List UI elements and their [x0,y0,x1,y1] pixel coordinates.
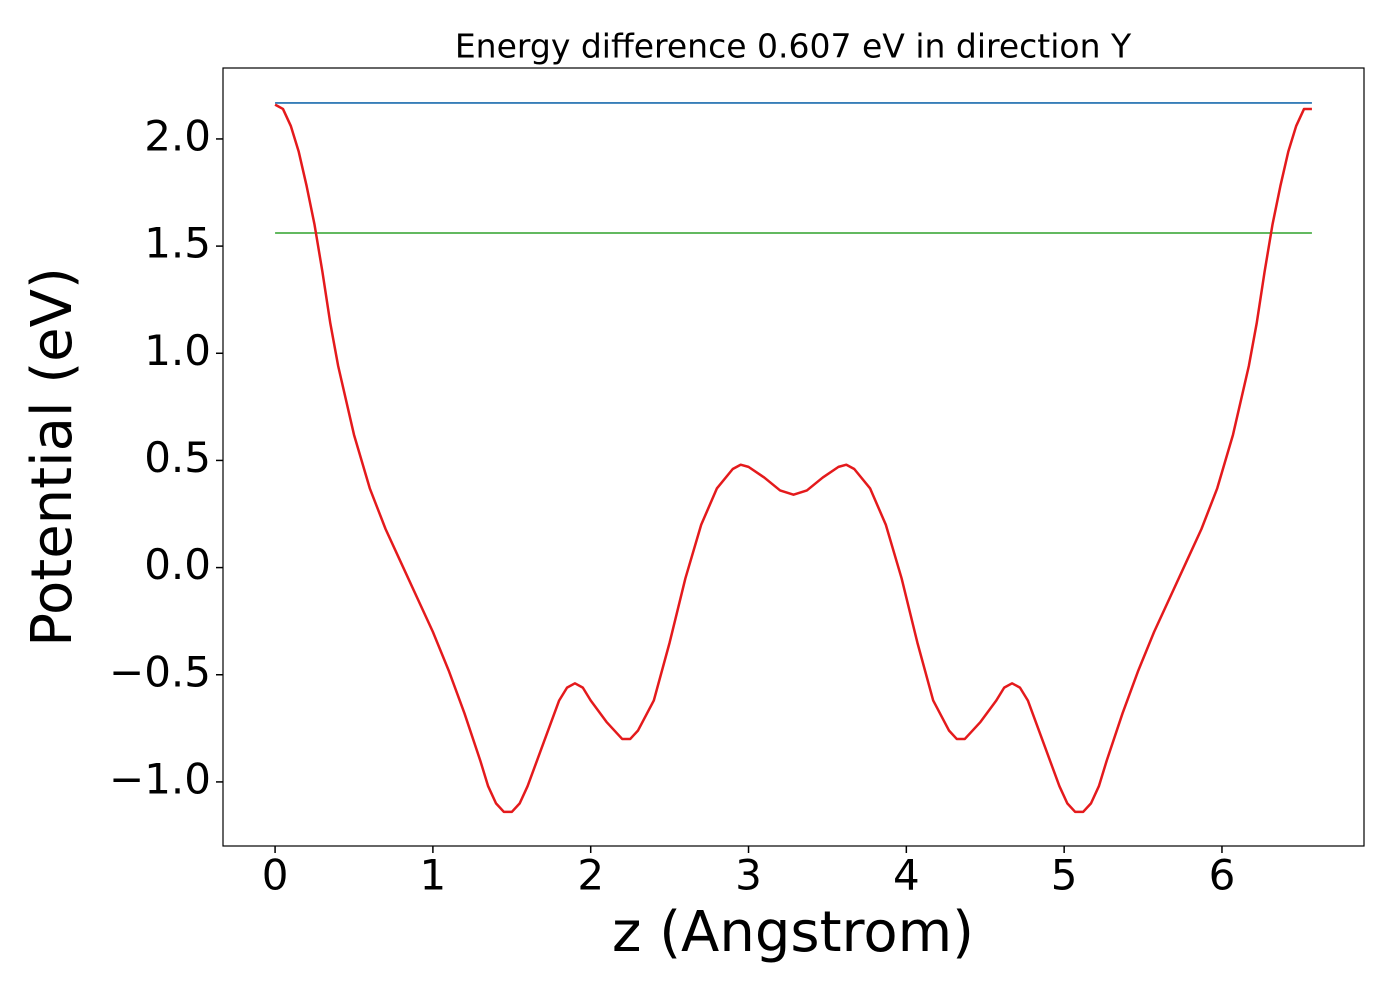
chart-title: Energy difference 0.607 eV in direction … [455,27,1132,66]
x-tick-label: 3 [735,851,762,900]
y-axis-label: Potential (eV) [20,267,85,647]
plot-frame [222,67,1365,847]
y-tick-label: 2.0 [144,111,211,160]
y-tick-label: 1.0 [144,326,211,375]
y-tick-label: −0.5 [109,647,211,696]
x-tick-label: 2 [577,851,604,900]
y-tick-label: −1.0 [109,754,211,803]
x-axis-label: z (Angstrom) [612,900,974,965]
y-tick-label: 0.5 [144,433,211,482]
x-tick-label: 0 [262,851,289,900]
x-tick-label: 5 [1051,851,1078,900]
x-tick-label: 4 [893,851,920,900]
x-tick-label: 1 [420,851,447,900]
line-series [274,103,1312,814]
y-tick-label: 0.0 [144,540,211,589]
y-tick-label: 1.5 [144,219,211,268]
x-tick-label: 6 [1209,851,1236,900]
